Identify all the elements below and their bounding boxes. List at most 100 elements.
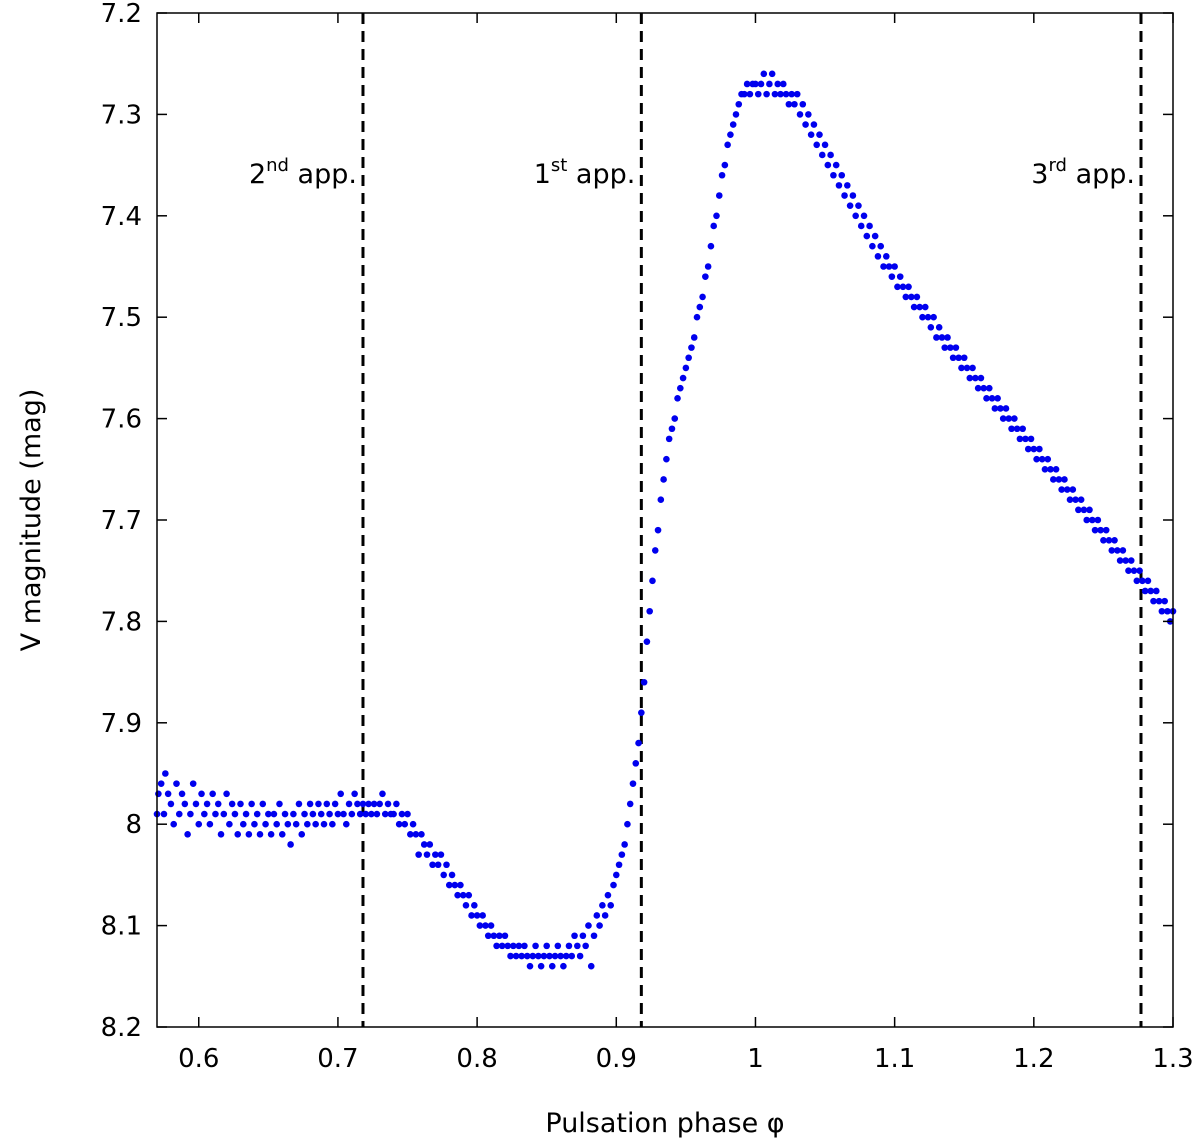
data-point: [1002, 405, 1010, 412]
data-point: [899, 283, 907, 291]
data-point: [830, 171, 837, 179]
data-point: [1144, 577, 1152, 585]
data-point: [955, 354, 962, 362]
data-point: [273, 820, 280, 828]
data-point: [337, 790, 345, 798]
data-point: [702, 273, 709, 280]
data-point: [838, 171, 846, 179]
data-point: [874, 253, 882, 260]
data-point: [1077, 496, 1085, 504]
data-point: [1066, 496, 1074, 504]
y-tick-label: 7.7: [101, 506, 142, 536]
data-point: [540, 952, 548, 960]
data-point: [226, 820, 233, 828]
x-tick-label: 0.9: [596, 1044, 637, 1074]
data-point: [523, 952, 531, 960]
data-point: [624, 820, 631, 828]
data-point: [587, 962, 595, 970]
data-point: [1122, 557, 1129, 564]
data-point: [860, 212, 868, 220]
data-point: [1011, 415, 1018, 422]
data-point: [746, 90, 754, 98]
data-point: [490, 932, 498, 940]
data-point: [1041, 466, 1049, 473]
data-point: [663, 455, 670, 463]
data-point: [855, 202, 862, 209]
data-point: [1100, 536, 1107, 544]
data-point: [869, 242, 876, 250]
data-point: [326, 810, 333, 818]
data-point: [1147, 587, 1155, 595]
data-point: [713, 212, 720, 220]
data-point: [615, 861, 623, 869]
data-point: [298, 831, 306, 838]
data-point: [1024, 445, 1032, 453]
data-point: [1141, 587, 1149, 595]
data-point: [710, 222, 718, 230]
data-point: [715, 192, 723, 199]
data-point: [1033, 455, 1040, 463]
data-point: [671, 415, 679, 422]
data-point: [160, 810, 168, 818]
data-point: [560, 962, 567, 970]
data-point: [969, 364, 976, 372]
data-point: [852, 212, 859, 220]
data-point: [891, 263, 898, 270]
data-point: [471, 902, 478, 909]
data-point: [390, 810, 397, 818]
data-point: [554, 942, 562, 950]
data-point: [345, 800, 353, 808]
data-point: [1083, 516, 1091, 524]
data-point: [896, 273, 904, 280]
y-tick-label: 7.3: [101, 100, 142, 130]
y-tick-label: 7.4: [101, 202, 142, 232]
data-point: [1164, 607, 1171, 615]
data-point: [1108, 547, 1116, 554]
data-point: [1152, 587, 1160, 595]
data-point: [863, 232, 871, 240]
data-point: [593, 912, 601, 919]
data-point: [646, 607, 653, 615]
data-point: [768, 70, 776, 78]
y-tick-label: 7.2: [101, 0, 142, 29]
data-point: [660, 476, 667, 483]
data-point: [429, 861, 436, 869]
data-point: [963, 364, 971, 372]
data-point: [418, 831, 425, 838]
data-point: [351, 790, 358, 798]
data-point: [849, 192, 857, 199]
data-point: [977, 374, 985, 382]
data-point: [607, 902, 615, 909]
x-axis-title: Pulsation phase φ: [545, 1108, 784, 1139]
data-point: [476, 922, 484, 929]
data-point: [187, 810, 194, 818]
data-point: [459, 891, 467, 899]
data-point: [155, 790, 162, 798]
data-point: [966, 374, 974, 382]
data-points: [153, 70, 1177, 970]
data-point: [412, 831, 420, 838]
data-point: [643, 638, 651, 645]
data-point: [228, 800, 236, 808]
data-point: [284, 820, 292, 828]
data-point: [974, 384, 982, 392]
data-point: [944, 334, 951, 341]
data-point: [440, 871, 448, 879]
data-point: [1088, 516, 1096, 524]
data-point: [479, 912, 486, 919]
data-point: [960, 354, 968, 362]
data-point: [827, 151, 834, 159]
data-point: [735, 100, 743, 108]
data-point: [707, 242, 715, 250]
data-point: [306, 800, 314, 808]
data-point: [451, 881, 459, 889]
data-point: [407, 831, 414, 838]
data-point: [237, 800, 244, 808]
data-point: [571, 932, 578, 940]
data-point: [1061, 476, 1068, 483]
data-point: [807, 131, 815, 138]
data-point: [788, 90, 795, 98]
data-point: [902, 293, 910, 301]
data-point: [821, 141, 829, 149]
data-point: [1097, 526, 1104, 534]
